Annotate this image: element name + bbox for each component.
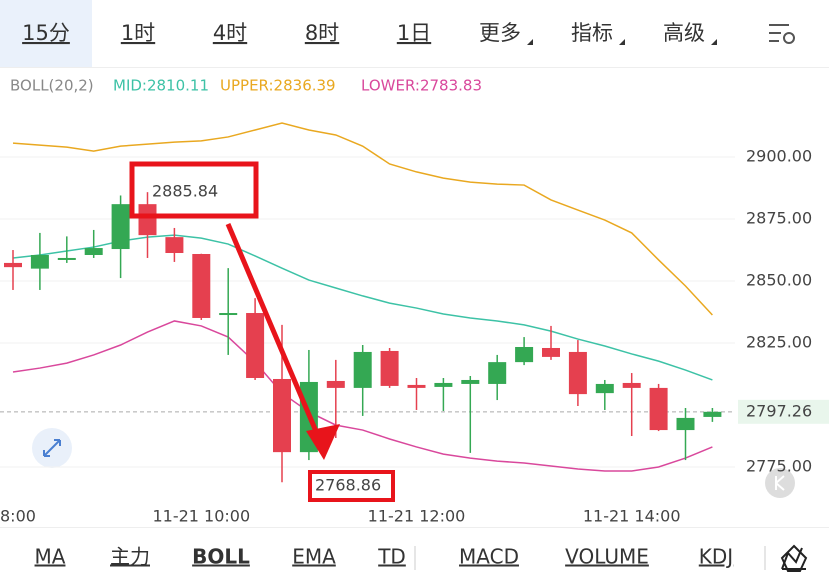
indicator-tab[interactable]: VOLUME [565, 545, 649, 569]
candle-body [649, 387, 668, 431]
candle-body [595, 383, 614, 394]
y-tick-label: 2775.00 [746, 457, 812, 476]
timeframe-tab[interactable]: 15分 [22, 21, 70, 45]
draw-icon[interactable] [780, 544, 808, 572]
timeframe-tab[interactable]: 1时 [121, 21, 155, 45]
candle-body [568, 351, 587, 395]
y-tick-label: 2900.00 [746, 147, 812, 166]
x-tick-label: 11-21 12:00 [368, 507, 466, 526]
indicator-tab[interactable]: MA [35, 545, 66, 569]
candle-body [676, 417, 695, 431]
candle-body [246, 313, 265, 378]
candle-body [542, 347, 560, 357]
candle-body [138, 204, 157, 236]
current-price-label: 2797.26 [746, 401, 812, 420]
boll-line [12, 122, 713, 316]
x-tick-label: 8:00 [0, 507, 36, 526]
boll-line [12, 320, 713, 472]
timeframe-tab[interactable]: 8时 [305, 21, 339, 45]
candle-body [273, 378, 291, 453]
indicator-value: MID:2810.11 [113, 77, 209, 95]
candle-body [461, 379, 480, 384]
candle-body [165, 237, 184, 254]
indicator-tab[interactable]: KDJ [699, 545, 733, 569]
candle-body [622, 382, 641, 388]
y-tick-label: 2875.00 [746, 209, 812, 228]
k-icon[interactable] [765, 468, 795, 498]
current-price-bg [738, 399, 829, 424]
candle-body [111, 204, 130, 250]
settings-icon[interactable] [769, 24, 795, 44]
indicator-tab[interactable]: EMA [292, 545, 336, 569]
timeframe-tab[interactable]: 高级 [663, 21, 705, 45]
candle-body [326, 380, 345, 388]
indicator-tab[interactable]: BOLL [192, 545, 250, 569]
y-tick-label: 2825.00 [746, 333, 812, 352]
y-tick-label: 2850.00 [746, 271, 812, 290]
timeframe-tab[interactable]: 4时 [213, 21, 247, 45]
indicator-tab[interactable]: 主力 [110, 545, 150, 569]
candle-body [219, 313, 238, 316]
x-tick-label: 11-21 10:00 [152, 507, 250, 526]
annotation-box [308, 470, 395, 502]
indicator-value: UPPER:2836.39 [220, 77, 336, 95]
indicator-label: BOLL(20,2) [10, 77, 94, 95]
annotation-text: 2885.84 [152, 182, 218, 201]
candle-body [488, 362, 507, 384]
candle-body [703, 411, 722, 417]
candle-body [407, 384, 426, 388]
timeframe-tab[interactable]: 更多 [479, 21, 521, 45]
candle-body [353, 351, 372, 388]
expand-icon[interactable] [32, 428, 72, 468]
candle-body [57, 257, 76, 260]
timeframe-tab[interactable]: 指标 [571, 21, 613, 45]
candle-body [434, 382, 453, 387]
timeframe-tab[interactable]: 1日 [397, 21, 431, 45]
dropdown-caret [711, 39, 717, 45]
candle-body [380, 350, 399, 386]
indicator-value: LOWER:2783.83 [361, 77, 482, 95]
candle-body [84, 248, 103, 255]
indicator-tab[interactable]: TD [377, 545, 406, 569]
dropdown-caret [527, 39, 533, 45]
annotation-arrow [225, 223, 321, 437]
annotation-text: 2768.86 [315, 476, 381, 495]
active-tab-bg [0, 0, 92, 67]
candle-body [192, 253, 211, 318]
indicator-tab[interactable]: MACD [459, 545, 519, 569]
dropdown-caret [619, 39, 625, 45]
annotation-arrowhead [306, 424, 340, 460]
candle-body [30, 254, 49, 269]
candle-body [515, 346, 534, 363]
x-tick-label: 11-21 14:00 [583, 507, 681, 526]
candle-body [4, 262, 22, 268]
annotation-box [129, 161, 259, 219]
